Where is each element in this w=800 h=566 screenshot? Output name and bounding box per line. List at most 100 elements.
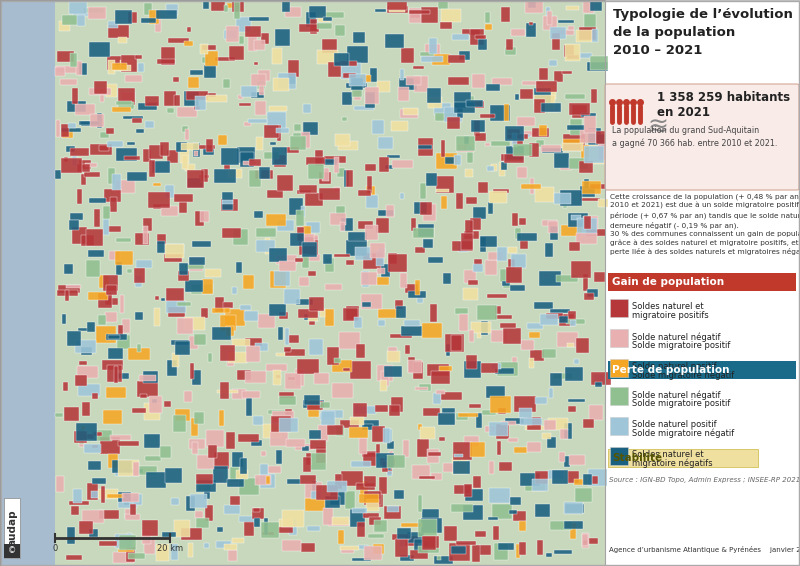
Bar	[245, 25, 261, 37]
Bar	[498, 408, 506, 414]
Bar	[232, 538, 244, 543]
Bar	[148, 101, 158, 106]
Bar	[566, 95, 585, 100]
Bar	[340, 222, 345, 231]
Bar	[538, 125, 547, 136]
Bar	[135, 233, 149, 245]
Bar	[605, 0, 800, 566]
Bar	[400, 536, 418, 546]
Bar	[477, 332, 481, 338]
Bar	[174, 341, 190, 355]
Bar	[443, 463, 453, 472]
Bar	[269, 304, 286, 315]
Text: Solde migratoire négatif: Solde migratoire négatif	[632, 429, 734, 439]
Bar	[300, 475, 316, 484]
Bar	[390, 405, 400, 415]
Bar	[258, 78, 265, 89]
Bar	[569, 26, 574, 30]
Bar	[582, 541, 588, 545]
Bar	[79, 521, 93, 534]
Bar	[64, 157, 68, 161]
Bar	[439, 366, 452, 371]
Bar	[605, 0, 800, 566]
Bar	[418, 520, 437, 537]
Bar	[485, 426, 495, 432]
Bar	[4, 498, 20, 558]
Bar	[309, 6, 326, 18]
FancyBboxPatch shape	[605, 84, 799, 190]
Bar	[354, 89, 361, 100]
Bar	[395, 300, 403, 309]
Bar	[571, 215, 582, 220]
Bar	[495, 424, 509, 439]
Bar	[385, 34, 404, 48]
Bar	[269, 248, 286, 262]
Bar	[62, 314, 66, 324]
Bar	[365, 225, 378, 240]
Bar	[493, 189, 509, 193]
Bar	[302, 234, 314, 246]
Bar	[512, 133, 517, 147]
Bar	[550, 521, 572, 530]
Bar	[370, 67, 377, 82]
Bar	[146, 472, 166, 488]
Bar	[350, 417, 364, 425]
Bar	[400, 109, 418, 118]
Bar	[188, 77, 198, 88]
Bar	[74, 12, 89, 16]
Bar	[315, 159, 337, 165]
Bar	[134, 55, 142, 59]
Bar	[134, 312, 143, 320]
Bar	[552, 470, 568, 484]
Bar	[299, 24, 318, 32]
Bar	[194, 334, 206, 345]
Bar	[267, 112, 286, 128]
Bar	[505, 126, 524, 141]
Bar	[514, 396, 536, 412]
Bar	[305, 482, 322, 498]
Bar	[414, 539, 429, 551]
Bar	[362, 451, 378, 457]
Bar	[445, 157, 454, 164]
Bar	[565, 504, 584, 513]
Bar	[230, 467, 239, 482]
Bar	[470, 218, 482, 230]
Bar	[286, 439, 305, 447]
Bar	[289, 198, 303, 215]
Bar	[502, 421, 516, 424]
Bar	[263, 424, 281, 438]
Bar	[412, 465, 430, 479]
Bar	[138, 381, 158, 397]
Bar	[490, 422, 508, 435]
Bar	[488, 517, 498, 520]
Bar	[299, 277, 309, 286]
Bar	[100, 132, 109, 138]
Text: Stabilité: Stabilité	[612, 453, 662, 463]
Bar	[192, 443, 198, 454]
Bar	[432, 54, 450, 65]
Bar	[431, 371, 450, 384]
Bar	[453, 443, 472, 460]
Bar	[101, 486, 105, 503]
Bar	[508, 259, 514, 269]
Bar	[361, 294, 382, 308]
Bar	[485, 143, 490, 146]
Bar	[84, 172, 100, 177]
Bar	[464, 270, 476, 282]
Bar	[435, 113, 456, 121]
Bar	[506, 147, 524, 160]
Bar	[118, 498, 138, 508]
Bar	[230, 496, 239, 505]
Bar	[326, 481, 347, 492]
Bar	[378, 248, 385, 254]
Bar	[530, 178, 534, 194]
Bar	[564, 521, 583, 529]
Bar	[136, 260, 152, 268]
Text: Typologie de l’évolution: Typologie de l’évolution	[613, 8, 793, 21]
Bar	[199, 145, 214, 149]
Bar	[566, 471, 578, 483]
Bar	[222, 192, 233, 210]
Bar	[582, 474, 592, 485]
Bar	[360, 75, 370, 83]
Bar	[346, 306, 358, 320]
